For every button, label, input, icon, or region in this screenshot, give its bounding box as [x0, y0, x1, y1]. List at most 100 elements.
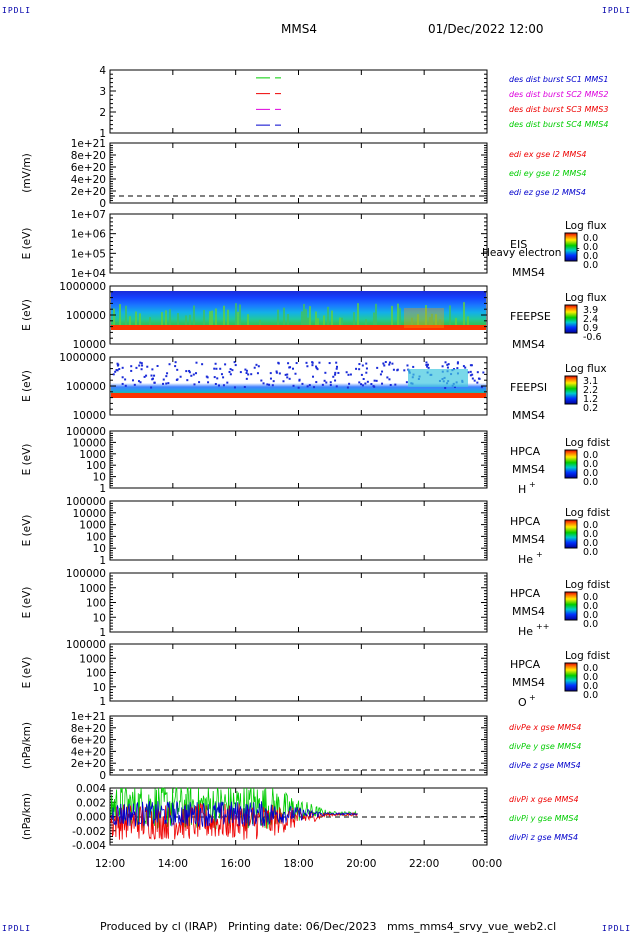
instrument-label: EIS: [510, 238, 527, 251]
spacecraft-label: MMS4: [512, 266, 545, 279]
feepsi-speckle: [469, 370, 472, 373]
feepse-burst: [239, 304, 241, 326]
corner-label-tl: IPDLI: [2, 6, 32, 15]
feepsi-speckle: [162, 378, 165, 381]
feepse-burst: [135, 311, 137, 326]
panel-p9: 100000 1000 100 10 1 E (eV) HPCA MMS4 O + Log fdis…: [21, 639, 610, 709]
colorbar: [564, 449, 578, 479]
feepsi-speckle: [205, 375, 208, 378]
instrument-label: FEEPSE: [510, 310, 551, 323]
feepsi-speckle: [224, 363, 227, 366]
colorbar-title: Log flux: [565, 220, 607, 232]
feepsi-speckle: [215, 367, 218, 370]
feepsi-speckle: [311, 361, 314, 364]
feepsi-speckle: [131, 379, 134, 382]
colorbar-value: 0.0: [583, 459, 598, 470]
feepsi-speckle: [286, 373, 289, 376]
legend-entry: edi ex gse l2 MMS4: [509, 150, 587, 159]
feepsi-speckle: [471, 377, 474, 380]
feepsi-speckle: [174, 361, 177, 364]
y-tick-label: 1000: [79, 653, 106, 665]
feepsi-speckle: [383, 364, 386, 367]
feepsi-speckle: [386, 376, 389, 379]
feepse-burst: [375, 303, 377, 326]
feepse-burst: [283, 307, 285, 326]
feepsi-speckle: [361, 384, 364, 387]
species-label: H: [518, 483, 526, 496]
feepsi-speckle: [288, 377, 291, 380]
feepsi-speckle: [292, 384, 295, 387]
colorbar-title: Log flux: [565, 292, 607, 304]
colorbar-value: 1.2: [583, 394, 598, 405]
feepsi-speckle: [337, 371, 340, 374]
feepsi-speckle: [138, 364, 141, 367]
feepse-burst: [373, 312, 375, 326]
legend-entry: divPi z gse MMS4: [509, 833, 578, 842]
y-tick-label: 6e+20: [71, 162, 106, 174]
feepsi-speckle: [214, 382, 217, 385]
feepse-burst: [237, 311, 239, 326]
feepsi-speckle: [188, 371, 191, 374]
feepsi-speckle: [217, 384, 220, 387]
y-tick-label: 0.004: [76, 783, 106, 795]
feepsi-speckle: [287, 362, 290, 365]
y-tick-label: 100000: [66, 381, 106, 393]
x-tick-label: 20:00: [346, 858, 376, 870]
feepsi-speckle: [239, 371, 242, 374]
feepsi-speckle: [121, 376, 124, 379]
feepse-burst: [287, 314, 289, 326]
colorbar-value: 0.2: [583, 403, 598, 414]
feepsi-speckle: [226, 381, 229, 384]
y-tick-label: 100000: [66, 496, 106, 508]
y-tick-label: 100000: [66, 639, 106, 651]
feepsi-speckle: [334, 373, 337, 376]
feepsi-speckle: [318, 361, 321, 364]
feepsi-speckle: [151, 368, 154, 371]
feepsi-speckle: [324, 371, 327, 374]
y-axis-label: E (eV): [21, 657, 33, 689]
y-tick-label: 1: [99, 627, 106, 639]
feepsi-speckle: [334, 371, 337, 374]
y-tick-label: 1e+06: [71, 229, 107, 241]
feepse-burst: [397, 303, 399, 326]
feepsi-speckle: [229, 368, 232, 371]
y-tick-label: 100: [86, 598, 106, 610]
instrument-label: HPCA: [510, 658, 541, 671]
feepsi-speckle: [162, 382, 165, 385]
colorbar-value: 0.0: [583, 520, 598, 531]
feepse-burst: [341, 317, 343, 326]
feepsi-speckle: [362, 378, 365, 381]
feepse-burst: [149, 317, 151, 326]
feepsi-speckle: [193, 383, 196, 386]
feepsi-speckle: [201, 363, 204, 366]
feepsi-speckle: [112, 373, 115, 376]
feepsi-speckle: [315, 381, 318, 384]
feepsi-speckle: [336, 365, 339, 368]
feepsi-speckle: [216, 377, 219, 380]
feepse-burst: [189, 314, 191, 326]
colorbar-value: 0.0: [583, 663, 598, 674]
feepse-burst: [185, 315, 187, 326]
y-axis-label: E (eV): [21, 228, 33, 260]
y-tick-label: 8e+20: [71, 723, 106, 735]
colorbar-value: 2.2: [583, 385, 598, 396]
feepsi-speckle: [441, 365, 444, 368]
species-charge: ++: [536, 622, 549, 631]
feepsi-speckle: [186, 379, 189, 382]
feepse-burst: [339, 317, 341, 326]
spacecraft-label: MMS4: [512, 463, 545, 476]
feepsi-speckle: [328, 362, 331, 365]
feepsi-speckle: [335, 361, 338, 364]
feepsi-speckle: [116, 369, 119, 372]
feepsi-speckle: [272, 380, 275, 383]
colorbar-value: 0.0: [583, 260, 598, 271]
feepse-burst: [193, 305, 195, 326]
spacecraft-label: MMS4: [512, 605, 545, 618]
colorbar-value: 2.4: [583, 314, 598, 325]
feepsi-speckle: [396, 368, 399, 371]
feepsi-speckle: [286, 376, 289, 379]
feepsi-speckle: [392, 368, 395, 371]
feepsi-speckle: [476, 371, 479, 374]
feepsi-speckle: [425, 363, 428, 366]
